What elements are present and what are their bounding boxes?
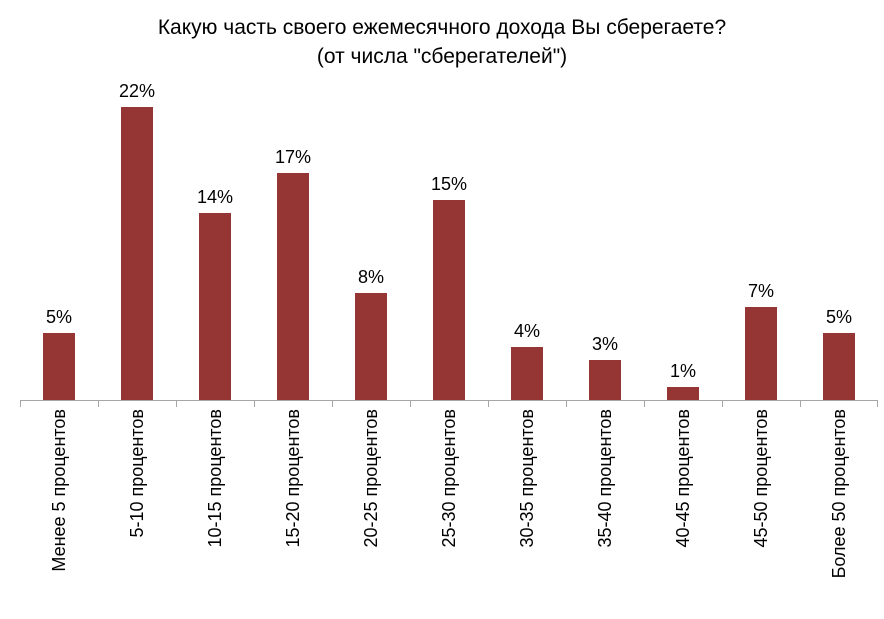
x-axis-label-cell: 25-30 процентов — [410, 409, 488, 619]
chart-title: Какую часть своего ежемесячного дохода В… — [0, 13, 884, 71]
bar-value-label: 5% — [45, 307, 72, 327]
bar — [745, 307, 777, 400]
axis-tick — [488, 401, 489, 407]
bar — [433, 200, 465, 400]
bar — [589, 360, 621, 400]
axis-tick — [254, 401, 255, 407]
x-axis-label-cell: 10-15 процентов — [176, 409, 254, 619]
bar — [277, 173, 309, 400]
bar-value-label: 7% — [747, 281, 774, 301]
axis-tick — [722, 401, 723, 407]
x-axis-label: 15-20 процентов — [282, 409, 303, 548]
x-axis-label: 35-40 процентов — [594, 409, 615, 548]
axis-tick — [98, 401, 99, 407]
x-axis-label: Более 50 процентов — [828, 409, 849, 579]
x-axis-label: 45-50 процентов — [750, 409, 771, 548]
bar-column: 4% — [488, 80, 566, 400]
axis-tick — [644, 401, 645, 407]
chart-title-line1: Какую часть своего ежемесячного дохода В… — [157, 16, 727, 39]
x-axis-label-cell: Менее 5 процентов — [20, 409, 98, 619]
x-axis-label-cell: 15-20 процентов — [254, 409, 332, 619]
bar — [43, 333, 75, 400]
axis-tick — [410, 401, 411, 407]
x-axis-label: Менее 5 процентов — [48, 409, 69, 572]
bar — [511, 347, 543, 400]
axis-tick — [20, 401, 21, 407]
x-axis-label: 40-45 процентов — [672, 409, 693, 548]
axis-tick — [800, 401, 801, 407]
axis-tick — [566, 401, 567, 407]
bar-value-label: 14% — [196, 187, 234, 207]
bar-value-label: 4% — [513, 321, 540, 341]
bar-column: 8% — [332, 80, 410, 400]
bar-column: 3% — [566, 80, 644, 400]
bar — [199, 213, 231, 400]
bar-value-label: 17% — [274, 147, 312, 167]
bar-column: 14% — [176, 80, 254, 400]
x-axis-label: 10-15 процентов — [204, 409, 225, 548]
x-axis-labels: Менее 5 процентов 5-10 процентов 10-15 про… — [20, 409, 878, 619]
x-axis-line — [20, 400, 878, 407]
bar-column: 22% — [98, 80, 176, 400]
bar-column: 1% — [644, 80, 722, 400]
bar — [823, 333, 855, 400]
x-axis-label: 25-30 процентов — [438, 409, 459, 548]
x-axis-label-cell: 35-40 процентов — [566, 409, 644, 619]
axis-tick — [332, 401, 333, 407]
bar-column: 7% — [722, 80, 800, 400]
bar — [355, 293, 387, 400]
bar-column: 15% — [410, 80, 488, 400]
axis-tick — [877, 401, 878, 407]
x-axis-label-cell: Более 50 процентов — [800, 409, 878, 619]
chart-title-line2: (от числа "сберегателей") — [316, 45, 568, 68]
bar-value-label: 3% — [591, 334, 618, 354]
bar-value-label: 8% — [357, 267, 384, 287]
bar — [121, 107, 153, 400]
bar-value-label: 5% — [825, 307, 852, 327]
x-axis-label-cell: 20-25 процентов — [332, 409, 410, 619]
x-axis-label: 30-35 процентов — [516, 409, 537, 548]
bar — [667, 387, 699, 400]
bar-column: 17% — [254, 80, 332, 400]
x-axis-label-cell: 5-10 процентов — [98, 409, 176, 619]
x-axis-label-cell: 30-35 процентов — [488, 409, 566, 619]
bar-column: 5% — [800, 80, 878, 400]
axis-tick — [176, 401, 177, 407]
x-axis-label-cell: 40-45 процентов — [644, 409, 722, 619]
bar-column: 5% — [20, 80, 98, 400]
bar-value-label: 22% — [118, 81, 156, 101]
x-axis-label-cell: 45-50 процентов — [722, 409, 800, 619]
bar-value-label: 15% — [430, 174, 468, 194]
plot-area: 5% 22% 14% 17% 8% 15% 4% 3% 1% 7% 5% — [20, 80, 878, 400]
x-axis-label: 20-25 процентов — [360, 409, 381, 548]
x-axis-label: 5-10 процентов — [126, 409, 147, 538]
bar-value-label: 1% — [669, 361, 696, 381]
